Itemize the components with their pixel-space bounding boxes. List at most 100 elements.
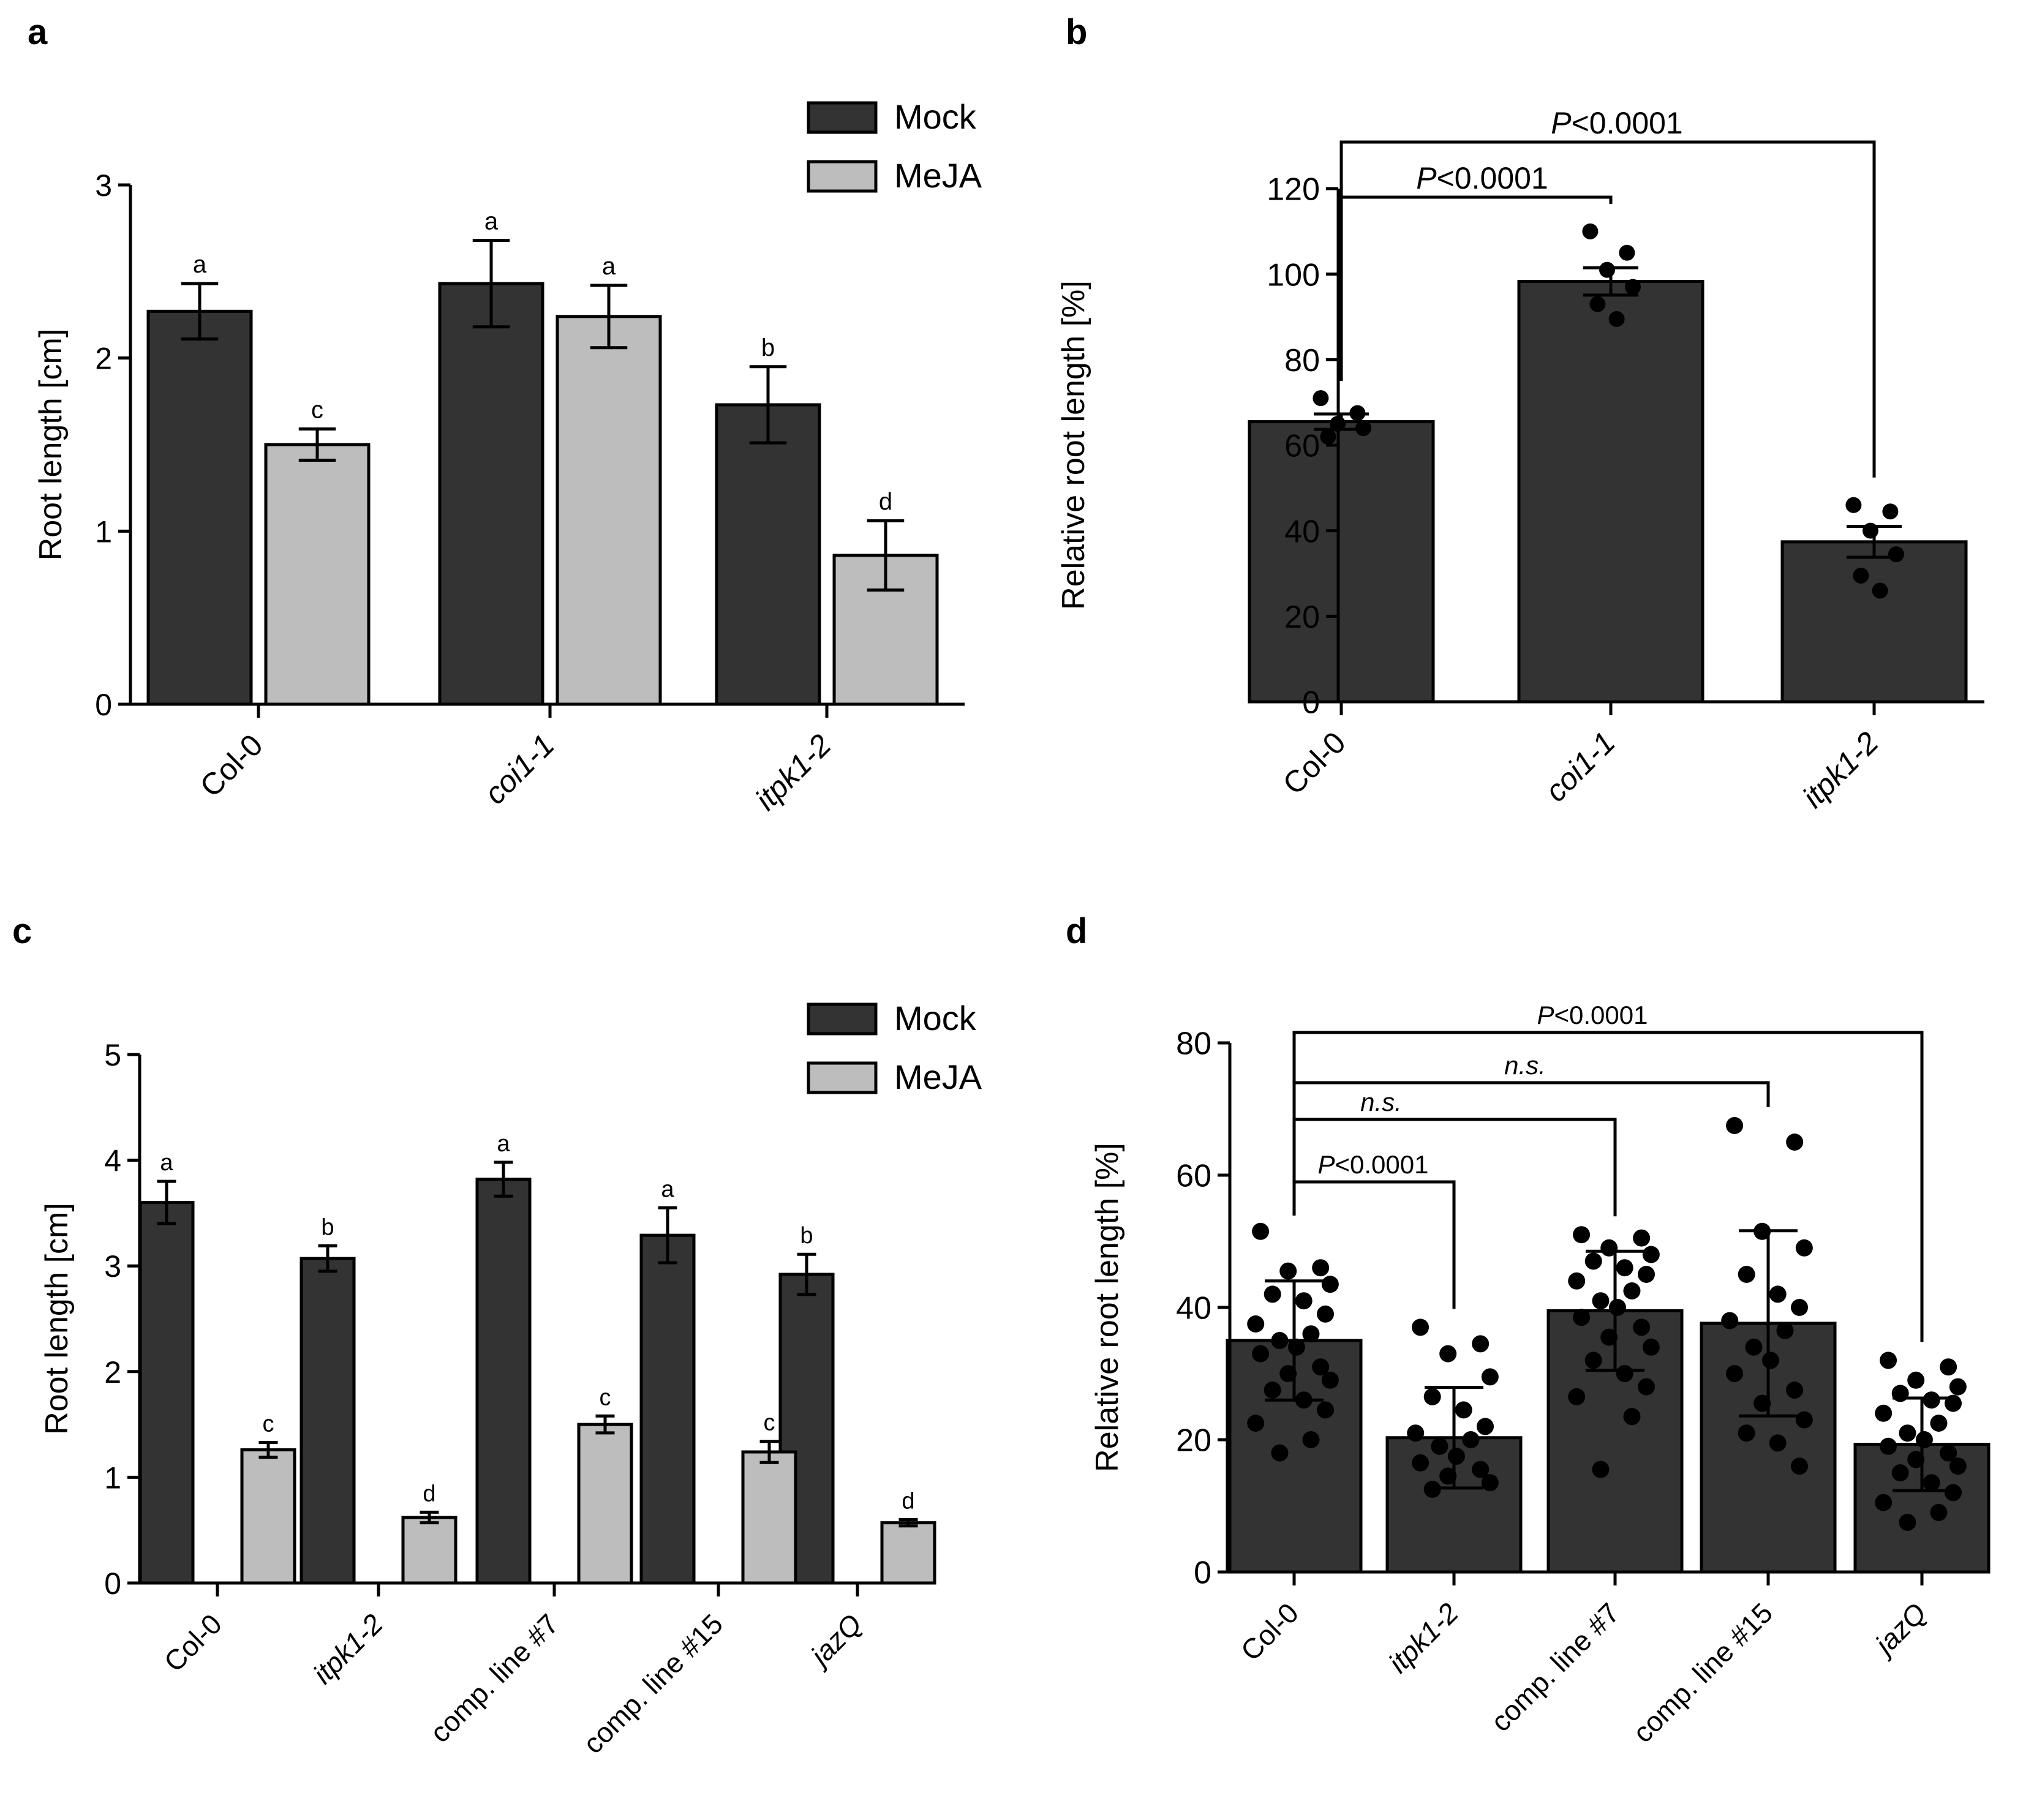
data-point (1302, 1325, 1320, 1343)
y-tick-label: 3 (104, 1249, 121, 1284)
data-point (1616, 1365, 1633, 1382)
data-point (1573, 1226, 1591, 1244)
bar-meja (264, 443, 371, 706)
data-point (1949, 1457, 1967, 1475)
data-point (1472, 1335, 1490, 1353)
data-point (1317, 1305, 1335, 1323)
significance-letter: a (193, 251, 207, 278)
data-point (1623, 1282, 1641, 1299)
data-point (1899, 1424, 1916, 1442)
x-tick-label: jazQ (802, 1608, 868, 1674)
data-point (1592, 1461, 1610, 1478)
comparison-label: P<0.0001 (1551, 106, 1683, 140)
data-point (1769, 1285, 1787, 1303)
data-point (1252, 1345, 1270, 1363)
data-point (1880, 1352, 1897, 1369)
data-point (1872, 582, 1888, 599)
x-tick-label: comp. line #15 (1627, 1596, 1779, 1748)
data-point (1264, 1382, 1281, 1399)
x-tick-label: itpk1-2 (748, 728, 838, 817)
data-point (1317, 1401, 1335, 1419)
data-point (1431, 1437, 1448, 1455)
bar-meja (880, 1521, 936, 1585)
data-point (1439, 1345, 1457, 1363)
y-tick-label: 80 (1176, 1026, 1211, 1062)
data-point (1321, 1276, 1339, 1293)
significance-letter: a (497, 1131, 510, 1157)
bar (1517, 280, 1704, 704)
data-point (1930, 1503, 1948, 1521)
data-point (1423, 1388, 1441, 1405)
y-tick-label: 1 (95, 514, 112, 549)
bar-mock (475, 1178, 532, 1585)
data-point (1776, 1322, 1794, 1339)
data-point (1726, 1365, 1744, 1382)
data-point (1753, 1394, 1771, 1412)
legend-swatch-meja (807, 1061, 878, 1094)
x-tick-label: comp. line #7 (1485, 1596, 1625, 1737)
data-point (1726, 1117, 1744, 1134)
data-point (1853, 567, 1869, 584)
bar-meja (556, 315, 662, 706)
data-point (1786, 1134, 1804, 1151)
data-point (1791, 1299, 1809, 1316)
data-point (1462, 1431, 1480, 1448)
bar (1248, 420, 1435, 704)
x-tick-label: jazQ (1866, 1596, 1932, 1663)
data-point (1477, 1418, 1494, 1435)
significance-letter: b (800, 1223, 813, 1249)
comparison-label: n.s. (1360, 1088, 1402, 1116)
significance-letter: c (311, 397, 323, 424)
y-tick-label: 3 (95, 168, 112, 203)
data-point (1252, 1222, 1270, 1240)
data-point (1247, 1415, 1265, 1432)
comparison-label: P<0.0001 (1317, 1150, 1428, 1179)
y-tick-label: 0 (104, 1566, 121, 1601)
data-point (1907, 1371, 1925, 1389)
y-axis-label: Root length [cm] (33, 329, 69, 561)
significance-letter: a (484, 208, 499, 235)
data-point (1412, 1318, 1429, 1336)
data-point (1845, 497, 1862, 513)
x-tick-label: Col-0 (1235, 1596, 1305, 1667)
data-point (1638, 1266, 1655, 1283)
data-point (1761, 1352, 1779, 1369)
data-point (1638, 1378, 1655, 1396)
data-point (1455, 1401, 1472, 1419)
bar-mock (146, 309, 253, 706)
data-point (1786, 1382, 1804, 1399)
bar-mock (138, 1201, 195, 1585)
data-point (1568, 1388, 1586, 1405)
x-tick-label: itpk1-2 (1796, 725, 1885, 814)
data-point (1584, 1352, 1602, 1369)
y-tick-label: 60 (1284, 429, 1320, 464)
significance-letter: d (423, 1481, 435, 1506)
x-tick-label: coi1-1 (478, 728, 561, 811)
significance-letter: c (764, 1410, 775, 1436)
significance-letter: c (263, 1411, 274, 1437)
data-point (1312, 1259, 1330, 1277)
data-point (1439, 1467, 1457, 1485)
data-point (1923, 1474, 1940, 1492)
panel-label-c: c (12, 911, 32, 951)
legend-label-mock: Mock (894, 999, 977, 1037)
y-tick-label: 0 (1194, 1555, 1211, 1591)
bar-meja (240, 1448, 296, 1585)
data-point (1625, 279, 1641, 295)
significance-letter: d (902, 1488, 914, 1514)
significance-letter: a (661, 1176, 674, 1202)
legend-swatch-meja (807, 160, 878, 193)
x-tick-label: coi1-1 (1539, 725, 1622, 808)
data-point (1568, 1272, 1586, 1290)
data-point (1481, 1368, 1499, 1386)
significance-letter: a (160, 1150, 173, 1176)
data-point (1592, 1292, 1610, 1310)
data-point (1949, 1378, 1967, 1396)
panel-label-b: b (1066, 12, 1087, 52)
data-point (1481, 1474, 1499, 1492)
legend-label-mock: Mock (894, 97, 977, 136)
data-point (1608, 310, 1625, 327)
comparison-label: P<0.0001 (1537, 1001, 1648, 1029)
data-point (1600, 1328, 1618, 1346)
data-point (1619, 244, 1635, 261)
